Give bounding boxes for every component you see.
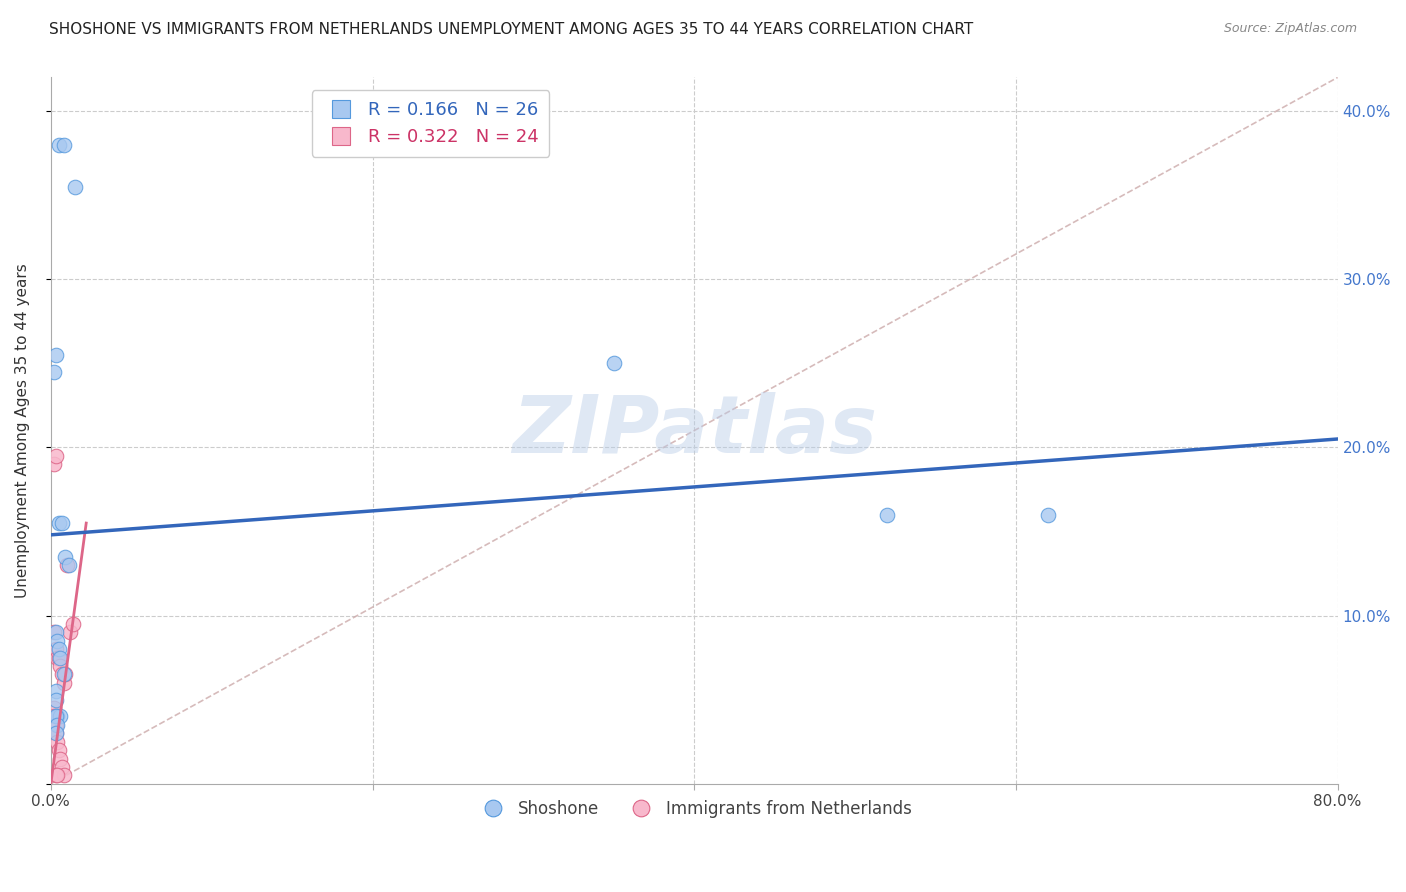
Point bbox=[51, 516, 73, 530]
Point bbox=[48, 516, 70, 530]
Point bbox=[56, 558, 79, 573]
Point bbox=[1036, 508, 1059, 522]
Point bbox=[49, 751, 72, 765]
Point bbox=[46, 633, 69, 648]
Point bbox=[48, 642, 70, 657]
Point bbox=[52, 137, 75, 152]
Legend: Shoshone, Immigrants from Netherlands: Shoshone, Immigrants from Netherlands bbox=[470, 794, 918, 825]
Point bbox=[603, 356, 626, 370]
Point bbox=[46, 734, 69, 748]
Point bbox=[53, 667, 76, 681]
Point bbox=[49, 709, 72, 723]
Point bbox=[45, 449, 67, 463]
Point bbox=[42, 365, 65, 379]
Point bbox=[49, 659, 72, 673]
Point bbox=[876, 508, 898, 522]
Point bbox=[53, 549, 76, 564]
Text: SHOSHONE VS IMMIGRANTS FROM NETHERLANDS UNEMPLOYMENT AMONG AGES 35 TO 44 YEARS C: SHOSHONE VS IMMIGRANTS FROM NETHERLANDS … bbox=[49, 22, 973, 37]
Point bbox=[45, 726, 67, 740]
Point bbox=[42, 625, 65, 640]
Point bbox=[52, 676, 75, 690]
Point bbox=[63, 179, 86, 194]
Point bbox=[46, 650, 69, 665]
Point bbox=[49, 650, 72, 665]
Point bbox=[51, 667, 73, 681]
Point bbox=[45, 684, 67, 698]
Point bbox=[62, 617, 84, 632]
Point bbox=[45, 692, 67, 706]
Y-axis label: Unemployment Among Ages 35 to 44 years: Unemployment Among Ages 35 to 44 years bbox=[15, 263, 30, 598]
Point bbox=[48, 650, 70, 665]
Point bbox=[45, 718, 67, 732]
Text: Source: ZipAtlas.com: Source: ZipAtlas.com bbox=[1223, 22, 1357, 36]
Point bbox=[42, 709, 65, 723]
Point bbox=[58, 558, 80, 573]
Text: ZIPatlas: ZIPatlas bbox=[512, 392, 877, 469]
Point bbox=[45, 709, 67, 723]
Point bbox=[42, 457, 65, 471]
Point bbox=[45, 726, 67, 740]
Point bbox=[46, 709, 69, 723]
Point bbox=[52, 667, 75, 681]
Point bbox=[45, 768, 67, 782]
Point bbox=[45, 348, 67, 362]
Point bbox=[59, 625, 82, 640]
Point bbox=[48, 137, 70, 152]
Point bbox=[46, 718, 69, 732]
Point bbox=[45, 625, 67, 640]
Point bbox=[51, 760, 73, 774]
Point bbox=[42, 701, 65, 715]
Point bbox=[48, 743, 70, 757]
Point bbox=[45, 642, 67, 657]
Point bbox=[46, 768, 69, 782]
Point bbox=[52, 768, 75, 782]
